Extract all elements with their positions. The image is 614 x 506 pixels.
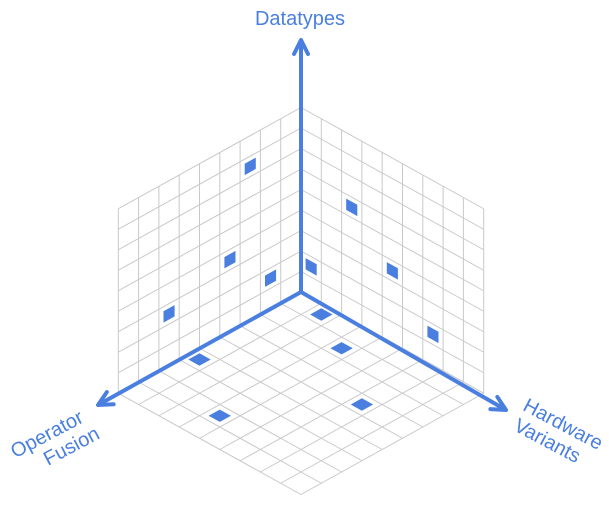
grid-line	[300, 189, 484, 292]
grid-line	[239, 359, 424, 462]
floor-marker	[350, 398, 374, 411]
right-wall-marker	[305, 258, 317, 276]
right-wall-marker	[427, 325, 439, 344]
floor-marker	[330, 342, 353, 355]
grid-line	[199, 347, 383, 450]
grid-line	[118, 148, 302, 251]
floor-marker	[208, 409, 231, 422]
left-wall-marker	[265, 269, 277, 287]
right-axis-arrow-icon	[488, 394, 508, 412]
grid-line	[118, 271, 302, 374]
grid-line	[118, 168, 302, 271]
grid-line	[300, 250, 484, 353]
grid-line	[300, 148, 484, 251]
grid-line	[300, 127, 484, 230]
grid-line	[118, 127, 302, 230]
grid-line	[158, 370, 342, 473]
right-wall-marker	[346, 198, 358, 217]
grid-line	[300, 271, 484, 374]
grid-line	[300, 168, 484, 271]
grid-line	[178, 325, 363, 428]
left-wall-marker	[244, 157, 256, 176]
grid-line	[260, 314, 444, 417]
axes	[96, 38, 508, 412]
grid-line	[138, 381, 322, 484]
right-wall-marker	[386, 262, 398, 280]
y-axis-label: Datatypes	[255, 8, 345, 30]
grid-line	[178, 359, 363, 462]
grid-line	[138, 302, 322, 405]
grid-line	[118, 230, 302, 333]
grid-line	[280, 302, 464, 405]
grid-line	[118, 209, 302, 312]
data-markers	[163, 157, 439, 422]
left-axis-line	[97, 290, 302, 407]
y-axis-arrow-icon	[292, 38, 310, 56]
grid-line	[118, 189, 302, 292]
grid-line	[219, 347, 403, 450]
grid-line	[300, 107, 484, 210]
grid-line	[300, 230, 484, 333]
left-wall-marker	[163, 305, 175, 323]
grid-line	[158, 314, 342, 417]
grid-line	[239, 325, 424, 428]
grid-line	[260, 370, 444, 473]
left-axis-arrow-icon	[96, 390, 116, 407]
left-wall-marker	[224, 250, 236, 269]
floor-marker	[188, 353, 211, 366]
grid-line	[219, 336, 403, 439]
grid-line	[280, 381, 464, 484]
grid-line	[199, 336, 383, 439]
right-axis-line	[300, 290, 507, 412]
grid-line	[118, 392, 302, 495]
floor-marker	[310, 308, 333, 321]
grid-line	[118, 107, 302, 210]
left-axis-label: Operator Fusion	[7, 406, 103, 470]
grid-line	[300, 392, 484, 495]
grid-line	[118, 250, 302, 353]
grid-line	[300, 209, 484, 312]
right-axis-label: Hardware Variants	[510, 395, 606, 468]
